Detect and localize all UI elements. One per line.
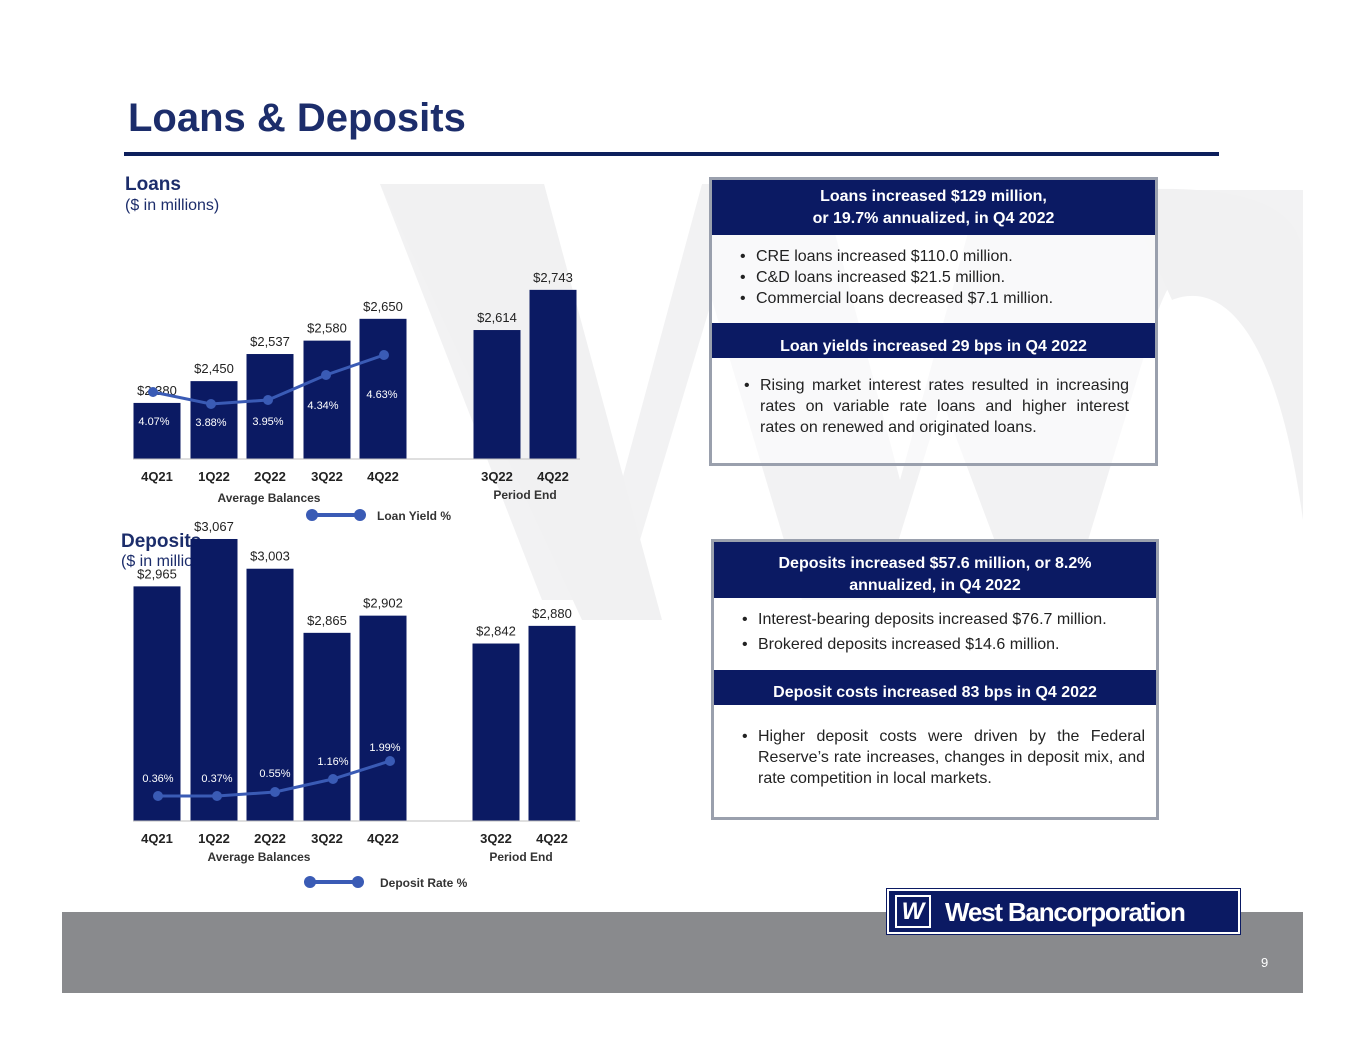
title-underline — [124, 152, 1219, 156]
loans-panel-bullets: CRE loans increased $110.0 million. C&D … — [738, 246, 1138, 309]
page-title: Loans & Deposits — [128, 96, 466, 140]
loans-panel-detail: Rising market interest rates resulted in… — [742, 375, 1129, 438]
list-item: C&D loans increased $21.5 million. — [738, 267, 1138, 288]
loans-heading: Loans — [125, 174, 181, 195]
loans-panel-subheader: Loan yields increased 29 bps in Q4 2022 — [712, 323, 1155, 358]
deposits-summary-panel: Deposits increased $57.6 million, or 8.2… — [711, 539, 1159, 820]
loans-panel-header: Loans increased $129 million, or 19.7% a… — [712, 180, 1155, 235]
watermark-w-logo — [380, 184, 1303, 620]
deposits-panel-header-line1: Deposits increased $57.6 million, or 8.2… — [778, 555, 1092, 572]
list-item: Higher deposit costs were driven by the … — [740, 726, 1145, 789]
page-number: 9 — [1261, 955, 1269, 970]
list-item: CRE loans increased $110.0 million. — [738, 246, 1138, 267]
list-item: Interest-bearing deposits increased $76.… — [740, 607, 1150, 632]
slide-background — [62, 0, 1303, 993]
deposits-subheading: ($ in million) — [121, 553, 208, 570]
west-bancorporation-logo: W West Bancorporation — [887, 889, 1240, 934]
deposits-heading: Deposits — [121, 531, 202, 552]
logo-mark: W — [895, 895, 931, 928]
deposits-panel-header: Deposits increased $57.6 million, or 8.2… — [714, 542, 1156, 598]
logo-text: West Bancorporation — [945, 897, 1186, 927]
list-item: Commercial loans decreased $7.1 million. — [738, 288, 1138, 309]
list-item: Brokered deposits increased $14.6 millio… — [740, 632, 1150, 657]
loans-panel-header-line2: or 19.7% annualized, in Q4 2022 — [812, 210, 1055, 227]
loans-summary-panel: Loans increased $129 million, or 19.7% a… — [709, 177, 1158, 466]
deposits-panel-header-line2: annualized, in Q4 2022 — [849, 577, 1021, 594]
deposits-panel-detail: Higher deposit costs were driven by the … — [740, 726, 1145, 789]
deposits-panel-subheader: Deposit costs increased 83 bps in Q4 202… — [714, 670, 1156, 705]
loans-panel-header-line1: Loans increased $129 million, — [820, 188, 1047, 205]
loans-subheading: ($ in millions) — [125, 197, 220, 214]
deposits-panel-bullets: Interest-bearing deposits increased $76.… — [740, 607, 1150, 657]
list-item: Rising market interest rates resulted in… — [742, 375, 1129, 438]
